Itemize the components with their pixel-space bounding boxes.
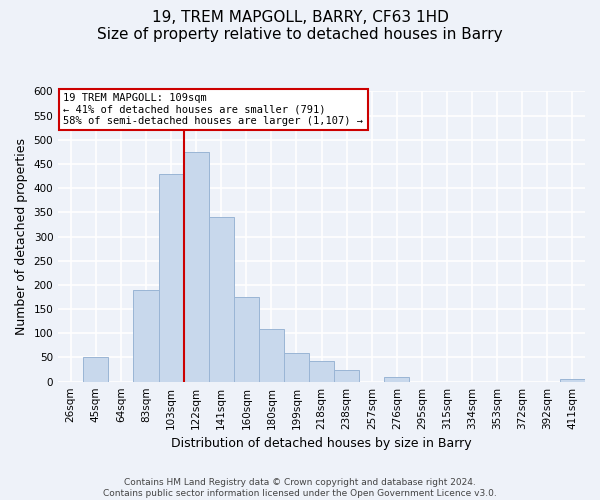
Text: 19, TREM MAPGOLL, BARRY, CF63 1HD
Size of property relative to detached houses i: 19, TREM MAPGOLL, BARRY, CF63 1HD Size o… — [97, 10, 503, 42]
Bar — [184, 152, 209, 382]
Y-axis label: Number of detached properties: Number of detached properties — [15, 138, 28, 335]
Bar — [83, 358, 109, 382]
Bar — [209, 217, 234, 382]
Bar — [560, 380, 585, 382]
Text: Contains HM Land Registry data © Crown copyright and database right 2024.
Contai: Contains HM Land Registry data © Crown c… — [103, 478, 497, 498]
Bar — [385, 377, 409, 382]
Bar — [234, 297, 259, 382]
Text: 19 TREM MAPGOLL: 109sqm
← 41% of detached houses are smaller (791)
58% of semi-d: 19 TREM MAPGOLL: 109sqm ← 41% of detache… — [64, 93, 364, 126]
X-axis label: Distribution of detached houses by size in Barry: Distribution of detached houses by size … — [171, 437, 472, 450]
Bar — [334, 370, 359, 382]
Bar — [259, 330, 284, 382]
Bar — [309, 361, 334, 382]
Bar — [158, 174, 184, 382]
Bar — [133, 290, 158, 382]
Bar — [284, 352, 309, 382]
